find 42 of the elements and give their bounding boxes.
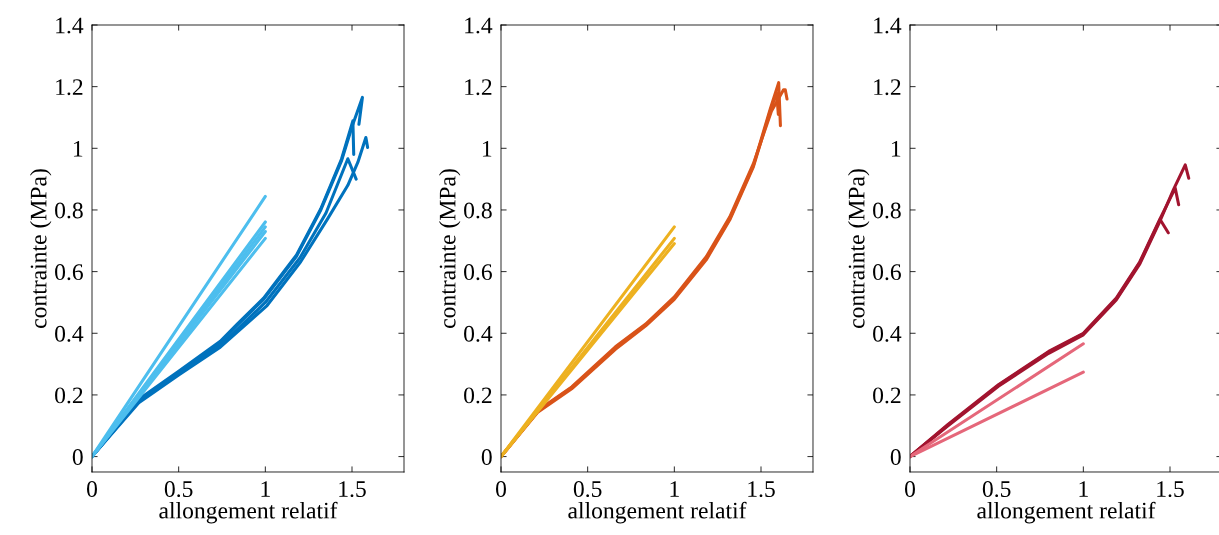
x-tick-label: 1 <box>1079 481 1088 497</box>
y-tick-label: 0 <box>72 449 83 466</box>
y-tick-label: 1.4 <box>56 17 84 34</box>
y-tick-label: 0.6 <box>464 264 492 281</box>
x-tick-label: 0 <box>87 481 97 497</box>
y-axis-title: contrainte (MPa) <box>29 169 52 328</box>
y-tick-label: 1.4 <box>465 17 493 34</box>
x-axis-title: allongement relatif <box>568 501 747 524</box>
x-tick-label: 0.5 <box>164 481 193 498</box>
y-tick-label: 0.8 <box>873 202 901 219</box>
y-tick-label: 1.2 <box>465 79 492 96</box>
x-tick-label: 0.5 <box>982 481 1011 498</box>
y-tick-label: 0.2 <box>464 387 492 404</box>
y-tick-label: 0.8 <box>464 202 492 219</box>
x-tick-label: 0.5 <box>573 481 602 498</box>
y-tick-label: 0 <box>890 449 901 466</box>
x-tick-label: 0 <box>905 481 915 497</box>
x-tick-label: 1.5 <box>1157 481 1184 498</box>
y-tick-label: 0.2 <box>873 387 901 404</box>
x-tick-label: 0 <box>496 481 506 497</box>
x-axis-title: allongement relatif <box>159 501 338 524</box>
y-tick-label: 1 <box>891 140 901 157</box>
y-tick-label: 0.6 <box>55 264 83 281</box>
y-axis-title: contrainte (MPa) <box>847 169 870 328</box>
y-tick-label: 0.4 <box>464 325 493 342</box>
y-tick-label: 0.4 <box>873 325 902 342</box>
y-tick-label: 0 <box>481 449 492 466</box>
y-axis-title: contrainte (MPa) <box>438 169 461 328</box>
x-tick-label: 1 <box>261 481 270 497</box>
y-tick-label: 0.8 <box>55 202 83 219</box>
y-tick-label: 1.2 <box>56 79 83 96</box>
x-tick-label: 1.5 <box>748 481 775 498</box>
y-tick-label: 1 <box>482 140 492 157</box>
x-tick-label: 1.5 <box>339 481 366 498</box>
y-tick-label: 1.4 <box>874 17 902 34</box>
y-tick-label: 0.2 <box>55 387 83 404</box>
y-tick-label: 1.2 <box>874 79 901 96</box>
y-tick-label: 0.6 <box>873 264 901 281</box>
x-tick-label: 1 <box>670 481 679 497</box>
y-tick-label: 0.4 <box>55 325 84 342</box>
x-axis-title: allongement relatif <box>977 501 1156 524</box>
y-tick-label: 1 <box>73 140 83 157</box>
